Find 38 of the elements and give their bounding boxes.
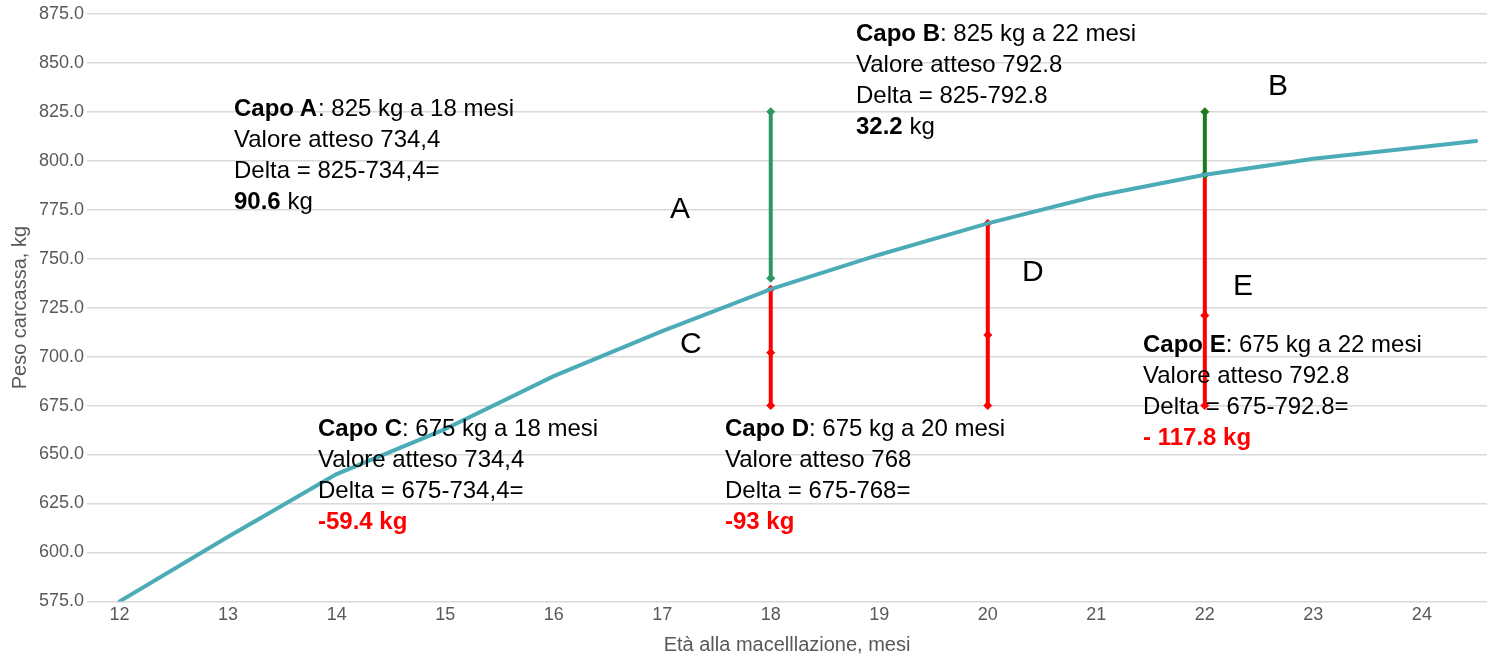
y-tick-label: 675.0	[39, 394, 85, 415]
x-tick-label: 24	[1411, 604, 1432, 625]
x-tick-label: 18	[760, 604, 781, 625]
y-tick-label: 800.0	[39, 149, 85, 170]
x-tick-label: 16	[543, 604, 564, 625]
annotation: A	[670, 191, 691, 225]
annotation: Capo A: 825 kg a 18 mesi Valore atteso 734,4 Delta = 825-734,4= 90.6 kg	[234, 93, 515, 214]
x-tick-label: 13	[218, 604, 239, 625]
y-tick-label: 725.0	[39, 296, 85, 317]
y-tick-label: 625.0	[39, 492, 85, 513]
x-axis-title: Età alla macelllazione, mesi	[663, 632, 911, 655]
x-tick-label: 21	[1086, 604, 1107, 625]
y-axis-title: Peso carcassa, kg	[7, 225, 30, 390]
point	[983, 401, 993, 411]
annotation: C	[680, 326, 702, 360]
annotation: Capo B: 825 kg a 22 mesi Valore atteso 792.8 Delta = 825-792.8 32.2 kg	[856, 18, 1137, 139]
y-tick-label: 750.0	[39, 247, 85, 268]
y-tick-label: 875.0	[39, 2, 85, 23]
annotation: E	[1233, 268, 1254, 302]
y-tick-label: 700.0	[39, 345, 85, 366]
x-tick-label: 14	[326, 604, 347, 625]
y-tick-label: 850.0	[39, 51, 85, 72]
x-tick-label: 22	[1194, 604, 1215, 625]
annotation: B	[1268, 68, 1289, 102]
x-tick-label: 19	[869, 604, 890, 625]
y-tick-label: 600.0	[39, 541, 85, 562]
point	[766, 401, 776, 411]
y-tick-label: 575.0	[39, 590, 85, 611]
x-tick-label: 20	[977, 604, 998, 625]
x-tick-label: 17	[652, 604, 673, 625]
x-tick-label: 12	[109, 604, 130, 625]
y-tick-label: 650.0	[39, 443, 85, 464]
x-tick-label: 15	[435, 604, 456, 625]
y-tick-label: 825.0	[39, 100, 85, 121]
annotation: D	[1022, 254, 1044, 288]
x-tick-label: 23	[1303, 604, 1324, 625]
y-tick-label: 775.0	[39, 198, 85, 219]
annotation: Capo D: 675 kg a 20 mesi Valore atteso 768 Delta = 675-768= -93 kg	[725, 413, 1006, 534]
